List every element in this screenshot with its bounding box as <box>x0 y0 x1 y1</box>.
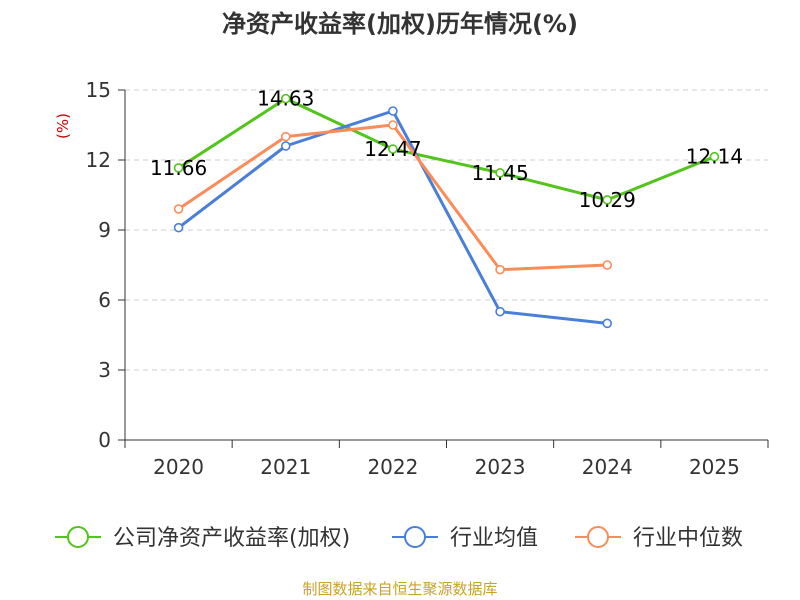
y-tick-label: 9 <box>98 218 111 242</box>
y-tick-label: 3 <box>98 358 111 382</box>
x-tick-label: 2023 <box>475 455 526 479</box>
data-point <box>280 131 291 142</box>
data-point <box>280 141 291 151</box>
data-label: 11.66 <box>150 156 207 180</box>
data-label: 10.29 <box>579 188 636 212</box>
legend-marker-0 <box>67 526 89 548</box>
data-label: 14.63 <box>257 87 314 111</box>
y-tick-label: 0 <box>98 428 111 452</box>
x-tick-label: 2021 <box>260 455 311 479</box>
y-axis-unit-label: (%) <box>54 113 72 139</box>
data-labels: 11.66 14.63 12.47 11.45 10.29 12.14 <box>150 87 743 212</box>
legend-label-0: 公司净资产收益率(加权) <box>113 526 350 551</box>
data-point <box>495 306 505 317</box>
data-label: 12.14 <box>686 145 743 169</box>
x-tick-label: 2025 <box>689 455 740 479</box>
data-point <box>388 120 398 130</box>
data-label: 12.47 <box>364 137 421 161</box>
data-point <box>602 260 613 270</box>
series-line-0 <box>177 97 715 202</box>
x-tick-label: 2020 <box>153 455 204 479</box>
legend-label-2: 行业中位数 <box>633 526 743 551</box>
y-tick-label: 6 <box>98 288 111 312</box>
axes: 0 3 6 9 12 15 2020 2021 2022 2023 2024 2025 <box>86 78 769 479</box>
data-point <box>709 151 720 162</box>
data-point <box>173 163 184 173</box>
legend-marker-2 <box>587 526 609 548</box>
data-source-note: 制图数据来自恒生聚源数据库 <box>302 580 497 598</box>
data-point <box>173 204 184 214</box>
data-point <box>388 144 398 154</box>
data-point <box>280 93 291 104</box>
chart-title: 净资产收益率(加权)历年情况(%) <box>222 10 578 38</box>
legend: 公司净资产收益率(加权) 行业均值 行业中位数 <box>55 526 743 551</box>
legend-label-1: 行业均值 <box>450 526 538 551</box>
y-tick-label: 15 <box>86 78 111 102</box>
data-point <box>602 318 613 329</box>
x-tick-label: 2022 <box>367 455 418 479</box>
x-tick-label: 2024 <box>582 455 633 479</box>
series-lines <box>173 93 720 329</box>
y-tick-label: 12 <box>86 148 111 172</box>
data-point <box>495 168 505 178</box>
data-point <box>173 222 184 233</box>
grid-lines <box>125 89 768 371</box>
data-label: 11.45 <box>471 161 528 185</box>
data-point <box>388 106 398 116</box>
data-point <box>495 264 505 275</box>
legend-marker-1 <box>404 526 426 548</box>
data-point <box>602 195 613 205</box>
